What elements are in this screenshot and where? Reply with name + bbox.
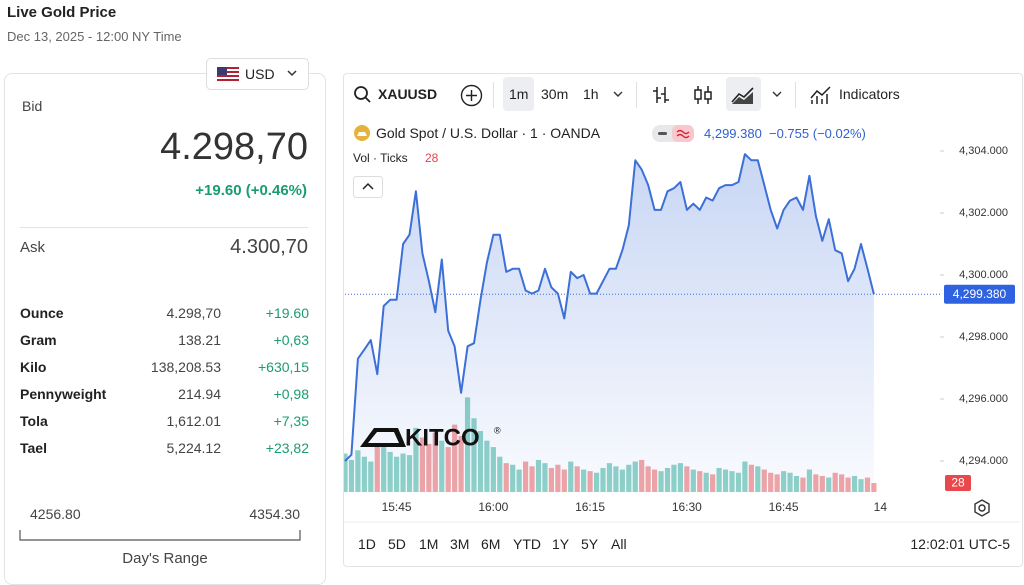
interval[interactable]: 1h [583,86,599,102]
logo: KITCO ® [360,424,501,451]
row-name: Gram [20,332,57,348]
separator [493,82,494,108]
volume-tag-label: 28 [951,476,965,490]
compare-button[interactable] [460,84,483,107]
area-icon[interactable] [730,84,756,106]
interval[interactable]: 30m [541,86,569,102]
bid-change: +19.60 (+0.46%) [195,182,307,199]
separator [795,82,796,108]
range-button[interactable]: All [611,536,627,552]
row-price: 4.298,70 [166,305,222,321]
active-interval-bg [503,77,534,111]
x-tick-label: 16:45 [769,500,799,514]
interval[interactable]: 1m [509,86,529,102]
last-price-tag-label: 4,299.380 [953,287,1007,301]
chevron[interactable] [612,90,624,100]
gold-icon [354,125,370,141]
divider [20,227,308,228]
row-name: Pennyweight [20,386,107,402]
collapse-button[interactable] [353,176,383,198]
y-tick-label: 4,294.000 [959,455,1008,467]
x-tick-label: 16:15 [575,500,605,514]
ask-label: Ask [20,239,46,256]
range-button[interactable]: YTD [513,536,541,552]
chart-widget [343,73,1023,567]
toggle-pill[interactable] [652,124,694,143]
row-change: +630,15 [258,359,309,375]
series-legend: Gold Spot / U.S. Dollar · 1 · OANDA [376,125,601,141]
symbol[interactable]: XAUUSD [378,86,438,102]
last-change: −0.755 (−0.02%) [769,126,866,141]
range-button[interactable]: 5Y [581,536,599,552]
y-tick-label: 4,304.000 [959,145,1008,157]
currency-select[interactable]: USD [206,58,309,90]
y-tick-label: 4,300.000 [959,269,1008,281]
y-tick-label: 4,296.000 [959,393,1008,405]
range-button[interactable]: 1Y [552,536,570,552]
logo-mark: ® [494,425,501,435]
row-change: +0,63 [273,332,309,348]
row-change: +19.60 [265,305,309,321]
separator [636,82,637,108]
range-button[interactable]: 6M [481,536,501,552]
volume-tag [945,475,971,492]
currency: USD [245,66,275,82]
bid-price: 4.298,70 [160,126,308,168]
page-subtitle: Dec 13, 2025 - 12:00 NY Time [7,29,182,44]
logo-text: KITCO [405,424,480,451]
y-tick-label: 4,298.000 [959,331,1008,343]
row-price: 138.21 [178,332,221,348]
y-tick-label: 4,302.000 [959,207,1008,219]
page: Live Gold Price Dec 13, 2025 - 12:00 NY … [4,4,1023,585]
price-line [344,153,875,462]
price-area [345,154,874,492]
range-button[interactable]: 1D [358,536,376,552]
chevron[interactable] [771,90,783,100]
volume-last: 28 [425,151,439,165]
row-price: 214.94 [178,386,221,402]
logo-icon [360,428,406,447]
row-price: 138,208.53 [150,359,221,375]
page-title: Live Gold Price [7,4,117,21]
candles-icon[interactable] [692,84,714,106]
x-tick-label: 16:30 [672,500,702,514]
range-high: 4354.30 [249,506,300,522]
row-name: Tael [20,440,47,456]
settings-icon[interactable] [972,498,992,518]
row-name: Kilo [20,359,47,375]
row-change: +23,82 [265,440,309,456]
last-price-tag [944,284,1015,304]
x-tick-label: 15:45 [382,500,412,514]
active-style-bg [726,77,761,111]
row-name: Ounce [20,305,64,321]
x-tick-label: 14 [874,500,888,514]
indicators-button[interactable]: Indicators [839,86,900,102]
row-change: +7,35 [273,413,309,429]
range-button[interactable]: 5D [388,536,406,552]
range-button[interactable]: 3M [450,536,470,552]
range-bar [19,530,301,541]
row-change: +0,98 [273,386,309,402]
ask-price: 4.300,70 [230,236,308,258]
chevron [287,70,297,77]
range-button[interactable]: 1M [419,536,439,552]
row-price: 1,612.01 [166,413,222,429]
row-name: Tola [20,413,48,429]
volume-legend: Vol · Ticks [353,151,408,165]
clock: 12:02:01 UTC-5 [910,536,1010,552]
range-label: Day's Range [122,550,208,567]
last-price: 4,299.380 [704,126,762,141]
bars-icon[interactable] [650,84,672,106]
row-price: 5,224.12 [166,440,222,456]
flag-icon [217,67,239,81]
indicators-icon[interactable] [809,84,833,106]
bid-label: Bid [22,98,43,114]
range-low: 4256.80 [30,506,81,522]
x-tick-label: 16:00 [478,500,508,514]
search-icon[interactable] [353,85,373,105]
price-chart: KITCO ® 4,294.000 4,296.000 4,298.000 4,300.0… [344,145,1020,523]
